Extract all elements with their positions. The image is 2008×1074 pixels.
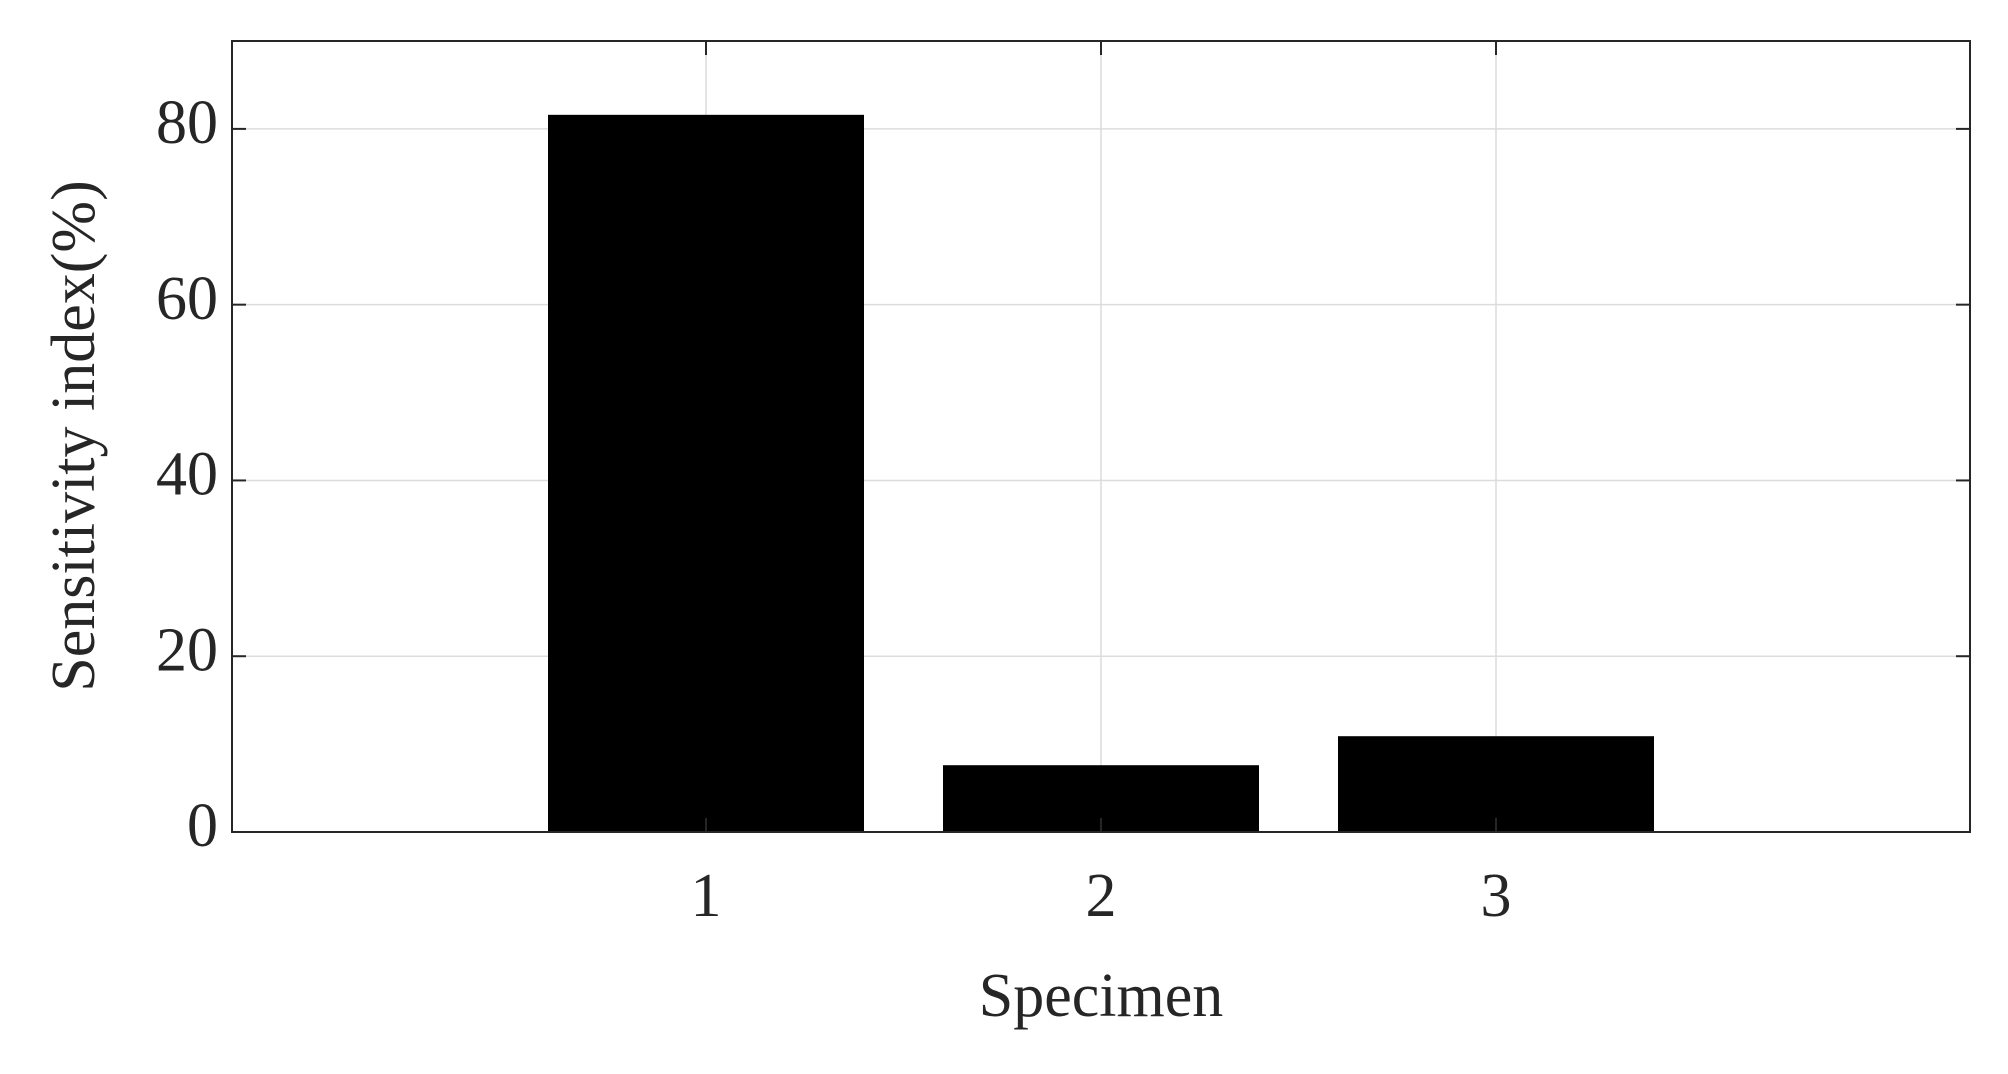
bar — [1338, 736, 1654, 832]
x-tick-label: 2 — [1086, 862, 1117, 930]
x-tick-label: 3 — [1481, 862, 1512, 930]
bar — [548, 114, 864, 833]
y-axis-label: Sensitivity index(%) — [40, 180, 108, 691]
plot-frame — [231, 40, 1971, 833]
y-tick-label: 60 — [156, 265, 218, 333]
y-tick-label: 0 — [187, 792, 218, 860]
y-tick-label: 20 — [156, 616, 218, 684]
y-tick-label: 80 — [156, 89, 218, 157]
x-axis-label: Specimen — [979, 962, 1224, 1030]
x-tick-label: 1 — [691, 862, 722, 930]
y-tick-label: 40 — [156, 441, 218, 509]
